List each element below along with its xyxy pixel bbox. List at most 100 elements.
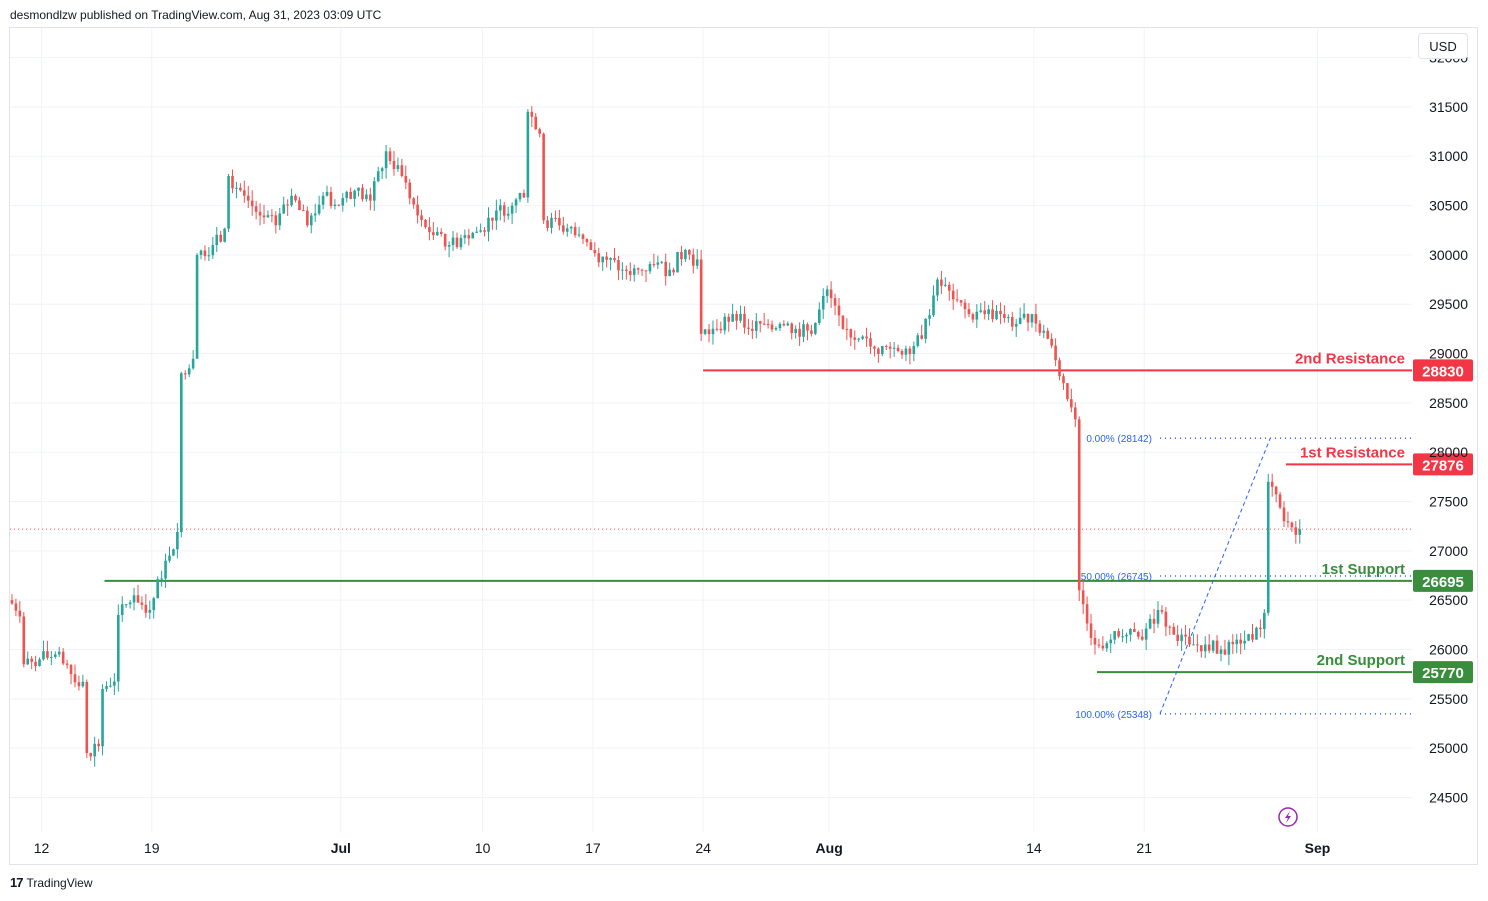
candle-body [361, 187, 364, 200]
x-tick-label: 12 [34, 840, 50, 856]
candle-body [1160, 610, 1164, 612]
y-tick-label: 27500 [1429, 494, 1468, 510]
candle-body [475, 231, 478, 233]
candle-body [967, 309, 971, 315]
candle-body [652, 264, 656, 266]
candle-body [1231, 641, 1235, 645]
candle-body [384, 151, 388, 169]
candle-body [1101, 645, 1105, 649]
candle-body [758, 321, 762, 324]
candle-body [1176, 634, 1179, 641]
candle-body [439, 231, 443, 234]
candle-body [569, 226, 573, 229]
candle-body [22, 616, 26, 665]
y-tick-label: 27000 [1429, 543, 1468, 559]
x-tick-label: 19 [144, 840, 160, 856]
candle-body [790, 323, 794, 333]
candle-body [853, 337, 857, 340]
candle-body [14, 603, 18, 611]
candle-body [743, 313, 746, 328]
candle-body [684, 249, 687, 260]
candle-body [936, 279, 939, 296]
candle-body [762, 323, 766, 325]
candle-body [711, 328, 715, 335]
candle-body [42, 651, 45, 660]
candle-body [1215, 640, 1219, 654]
tradingview-logo-icon: 17 [10, 875, 24, 890]
candle-body [632, 268, 636, 275]
candle-body [483, 230, 486, 232]
candle-body [739, 313, 742, 321]
candle-body [979, 310, 983, 312]
candle-body [506, 213, 510, 216]
candle-body [1156, 610, 1160, 624]
candle-body [837, 305, 841, 316]
candle-body [1286, 521, 1290, 523]
candle-body [581, 234, 585, 239]
candle-body [644, 270, 648, 272]
candle-body [648, 264, 652, 272]
grid [10, 28, 1412, 832]
candle-body [140, 602, 144, 605]
x-tick-label: 24 [695, 840, 711, 856]
candle-body [487, 217, 490, 232]
candle-body [215, 234, 219, 246]
candle-body [1294, 527, 1298, 535]
candle-body [243, 190, 246, 196]
candle-body [290, 195, 293, 206]
candle-body [105, 686, 108, 689]
candle-body [85, 681, 89, 754]
candle-body [884, 345, 888, 347]
candle-body [1133, 629, 1136, 632]
candle-body [534, 116, 538, 130]
candle-body [688, 249, 691, 255]
candle-body [416, 204, 419, 216]
candle-body [1105, 643, 1109, 649]
candle-body [1121, 636, 1124, 638]
y-tick-label: 24500 [1429, 789, 1468, 805]
candle-body [707, 329, 711, 335]
candle-body [1298, 529, 1302, 535]
candle-body [601, 256, 604, 263]
x-tick-label: 17 [585, 840, 601, 856]
level-price: 26695 [1422, 574, 1464, 591]
fibonacci-retracement: 0.00% (28142) 50.00% (26745) 100.00% (2534… [1075, 434, 1412, 721]
lightning-icon[interactable] [1278, 807, 1298, 827]
candle-body [920, 335, 923, 339]
candle-body [227, 175, 230, 229]
candle-body [1070, 399, 1073, 408]
candle-body [562, 225, 565, 232]
candle-body [77, 682, 81, 687]
candle-body [404, 175, 408, 183]
candle-body [1188, 636, 1191, 645]
candle-body [766, 323, 770, 325]
candle-body [1251, 634, 1254, 640]
candle-body [203, 250, 207, 257]
currency-button[interactable]: USD [1418, 33, 1468, 59]
candle-body [1038, 323, 1042, 333]
candle-body [672, 269, 675, 273]
candle-body [747, 327, 750, 329]
footer: 17 TradingView [10, 875, 93, 890]
candle-body [664, 261, 668, 277]
candle-body [353, 190, 356, 199]
candle-body [65, 663, 69, 665]
fib-level-label: 100.00% (25348) [1075, 710, 1152, 721]
candle-body [428, 227, 431, 233]
candle-body [1282, 507, 1286, 522]
candle-body [1235, 639, 1239, 645]
candle-body [113, 681, 116, 686]
candle-body [1239, 639, 1242, 644]
candle-body [518, 192, 522, 200]
level-price: 28830 [1422, 363, 1464, 380]
candle-body [754, 321, 758, 331]
candle-body [1093, 637, 1097, 645]
x-tick-label: Jul [331, 840, 351, 856]
candle-body [861, 336, 864, 339]
candle-body [849, 329, 853, 338]
candle-body [1022, 313, 1026, 318]
candle-body [471, 232, 475, 239]
candle-body [892, 347, 896, 349]
candle-body [270, 215, 274, 217]
